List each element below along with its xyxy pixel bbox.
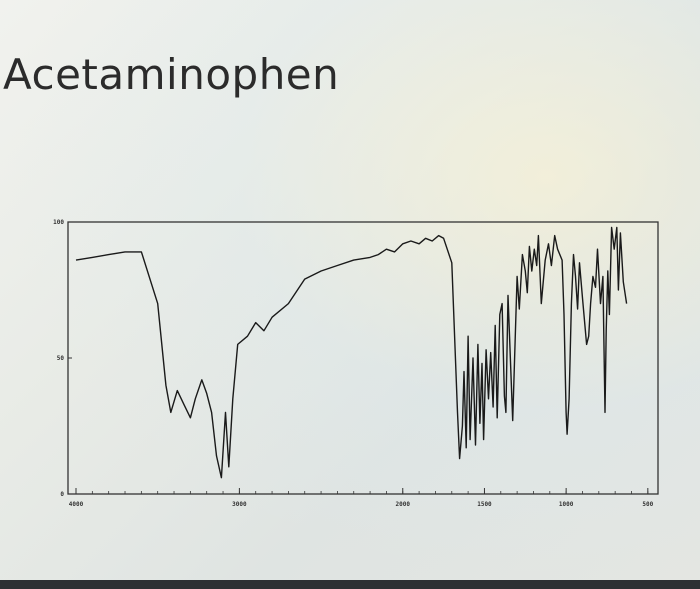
x-tick-label: 2000 xyxy=(396,501,411,508)
x-tick-label: 3000 xyxy=(232,501,247,508)
x-tick-label: 1000 xyxy=(559,501,574,508)
x-tick-label: 4000 xyxy=(69,501,84,508)
y-tick-label: 100 xyxy=(53,219,64,226)
y-tick-label: 0 xyxy=(60,491,64,498)
x-tick-label: 1500 xyxy=(477,501,492,508)
page-title: Acetaminophen xyxy=(3,50,340,99)
x-tick-label: 500 xyxy=(642,501,653,508)
monitor-bezel xyxy=(0,580,700,589)
chart-series-line xyxy=(75,226,628,479)
y-tick-label: 50 xyxy=(57,355,65,362)
